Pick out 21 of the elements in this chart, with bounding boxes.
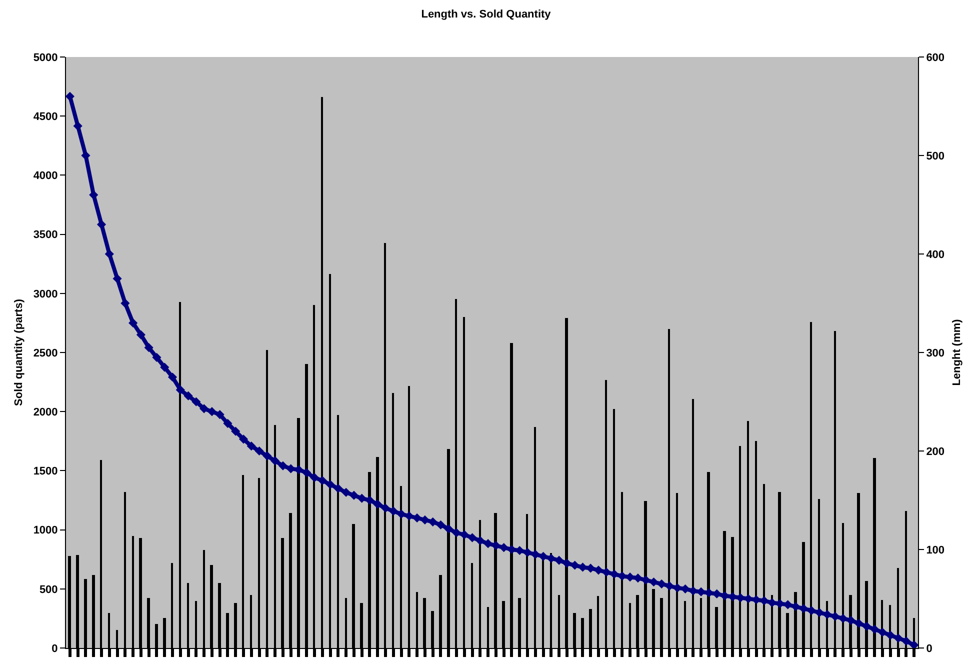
y-tick-label: 1500 (33, 466, 58, 478)
y-tick-label: 500 (39, 584, 58, 596)
y2-tick-label: 300 (926, 347, 945, 360)
y-tick-label: 4500 (33, 110, 58, 123)
y2-axis-title: Lenght (mm) (950, 318, 963, 386)
y-tick-label: 4000 (33, 170, 58, 182)
y2-tick-label: 500 (926, 150, 945, 162)
y2-tick-label: 100 (926, 544, 945, 556)
y2-tick-label: 400 (926, 248, 945, 261)
y2-tick-label: 200 (926, 446, 945, 458)
y-tick-label: 2000 (33, 406, 58, 418)
y-tick-label: 3000 (33, 288, 58, 300)
y-tick-label: 2500 (33, 347, 58, 360)
y2-tick-label: 0 (926, 642, 932, 655)
chart-title: Length vs. Sold Quantity (421, 8, 552, 21)
y-axis-title: Sold quantity (parts) (12, 298, 25, 406)
y-tick-label: 3500 (33, 229, 58, 242)
y-tick-label: 0 (52, 642, 58, 655)
y-tick-label: 5000 (33, 52, 58, 64)
y2-tick-label: 600 (926, 52, 945, 64)
y-tick-label: 1000 (33, 524, 58, 537)
